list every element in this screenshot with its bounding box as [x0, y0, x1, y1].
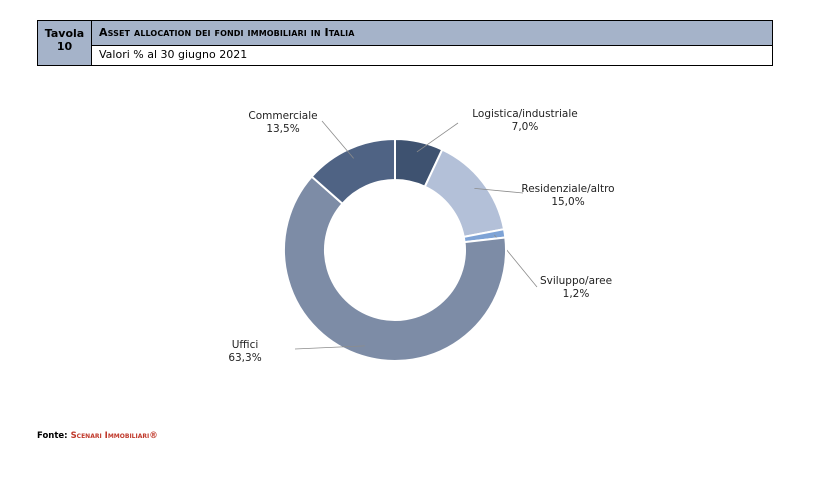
tavola-cell: Tavola 10 [38, 21, 92, 65]
source-prefix: Fonte: [37, 431, 68, 441]
tavola-label: Tavola [44, 27, 85, 40]
chart-title: Asset allocation dei fondi immobiliari i… [92, 21, 772, 46]
source-note: Fonte: Scenari Immobiliari® [37, 431, 158, 441]
slice-value-label: 7,0% [512, 121, 539, 133]
leader-line [321, 120, 354, 159]
source-name: Scenari Immobiliari® [70, 431, 158, 441]
slice-value-label: 63,3% [228, 352, 261, 364]
slice-name-label: Uffici [232, 339, 259, 351]
slice-value-label: 13,5% [266, 123, 299, 135]
slice-value-label: 1,2% [563, 288, 590, 300]
slice-uffici [283, 175, 507, 362]
slice-residenziale-altro [423, 148, 506, 239]
leader-line [474, 188, 524, 194]
leader-line [294, 345, 365, 350]
chart-subtitle: Valori % al 30 giugno 2021 [92, 46, 772, 65]
table-header: Tavola 10 Asset allocation dei fondi imm… [37, 20, 773, 66]
slice-name-label: Commerciale [248, 110, 317, 122]
slice-value-label: 15,0% [551, 196, 584, 208]
slice-name-label: Sviluppo/aree [540, 275, 612, 287]
leader-line [416, 122, 459, 153]
slice-commerciale [310, 137, 396, 206]
tavola-number: 10 [56, 40, 73, 53]
slice-name-label: Logistica/industriale [472, 108, 577, 120]
slice-name-label: Residenziale/altro [521, 183, 614, 195]
